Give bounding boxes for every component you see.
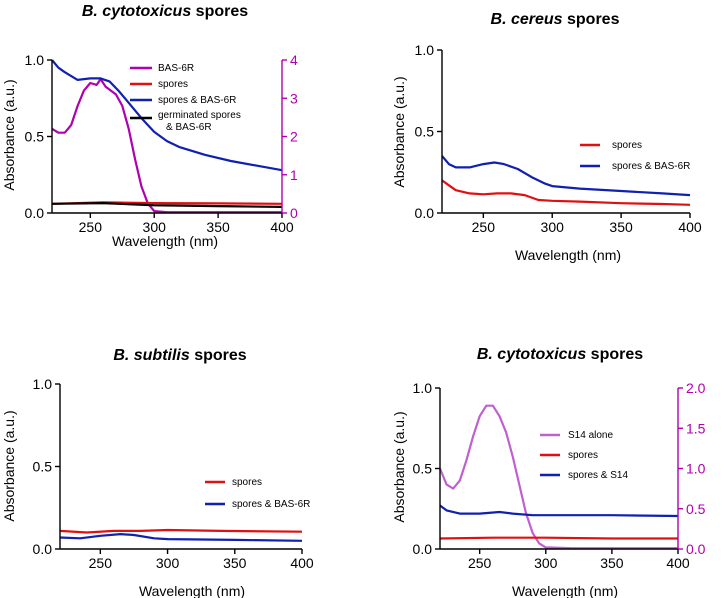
legend-label-spores-s14: spores & S14 — [568, 470, 628, 481]
panel-cereus: B. cereus spores 250 300 350 400 0.0 0.5 1.0 W… — [391, 11, 702, 263]
x-tick-label: 350 — [600, 555, 624, 571]
legend: BAS-6R spores spores & BAS-6R germinated… — [130, 63, 241, 133]
y-tick-label: 0.0 — [33, 541, 53, 557]
legend-label-germinated-1: germinated spores — [158, 110, 241, 121]
chart-title: B. cytotoxicus spores — [82, 3, 248, 20]
x-tick-label: 350 — [206, 219, 230, 235]
x-tick-label: 350 — [609, 219, 633, 235]
x-axis-label: Wavelength (nm) — [112, 233, 218, 249]
chart-title: B. subtilis spores — [113, 347, 246, 364]
y-right-tick-label: 2 — [290, 129, 298, 145]
legend-label-germinated-2: & BAS-6R — [166, 122, 212, 133]
series-line-0 — [438, 404, 678, 550]
y-right-tick-label: 3 — [290, 90, 298, 106]
x-tick-label: 300 — [143, 219, 167, 235]
x-axis-label: Wavelength (nm) — [512, 583, 618, 598]
x-tick-label: 400 — [270, 219, 294, 235]
y-right-tick-label: 0 — [290, 205, 298, 221]
y-right-tick-label: 1.5 — [686, 420, 706, 436]
chart-title: B. cytotoxicus spores — [477, 346, 643, 363]
y-axis-label: Absorbance (a.u.) — [391, 76, 407, 187]
panel-cytotoxicus-bas6r: B. cytotoxicus spores 250 300 350 400 0.0 0.5… — [1, 3, 298, 249]
panel-cytotoxicus-s14: B. cytotoxicus spores 250 300 350 4000.00.5… — [391, 346, 706, 598]
x-axis-label: Wavelength (nm) — [515, 247, 621, 263]
y-tick-label: 1.0 — [413, 380, 433, 396]
series-line-2 — [51, 59, 283, 172]
y-tick-label: 0.5 — [25, 129, 45, 145]
y-tick-label: 1.0 — [415, 42, 435, 58]
series-line-1 — [59, 532, 303, 542]
series-line-1 — [439, 536, 678, 540]
legend: spores spores & BAS-6R — [580, 140, 690, 172]
y-tick-label: 0.0 — [25, 205, 45, 221]
legend-label-spores: spores — [612, 140, 642, 151]
legend-label-spores: spores — [568, 450, 598, 461]
y-tick-label: 0.5 — [413, 461, 433, 477]
y-axis-label: Absorbance (a.u.) — [1, 410, 17, 521]
legend-label-bas6r: BAS-6R — [158, 63, 194, 74]
x-tick-label: 300 — [156, 555, 180, 571]
legend: S14 alone spores spores & S14 — [540, 430, 628, 481]
y-tick-label: 0.5 — [415, 124, 435, 140]
y-tick-label: 0.0 — [415, 205, 435, 221]
x-axis-label: Wavelength (nm) — [139, 583, 245, 598]
legend-label-spores-bas6r: spores & BAS-6R — [232, 499, 310, 510]
series-line-0 — [441, 179, 691, 206]
x-tick-label: 250 — [472, 219, 496, 235]
legend-label-spores: spores — [158, 79, 188, 90]
x-tick-label: 300 — [541, 219, 565, 235]
y-axis-label: Absorbance (a.u.) — [391, 411, 407, 522]
legend-label-spores-bas6r: spores & BAS-6R — [612, 161, 690, 172]
panel-subtilis: B. subtilis spores 250 300 350 400 0.0 0.5 1.0… — [1, 347, 314, 598]
x-tick-label: 300 — [534, 555, 558, 571]
y-right-tick-label: 0.5 — [686, 501, 706, 517]
y-right-tick-label: 4 — [290, 52, 298, 68]
y-tick-label: 0.0 — [413, 541, 433, 557]
x-tick-label: 250 — [79, 219, 103, 235]
y-tick-label: 1.0 — [25, 52, 45, 68]
x-tick-label: 250 — [468, 555, 492, 571]
legend: spores spores & BAS-6R — [205, 477, 310, 510]
legend-label-spores-bas6r: spores & BAS-6R — [158, 95, 236, 106]
series-line-1 — [441, 155, 691, 197]
series-line-3 — [51, 202, 283, 208]
y-tick-label: 0.5 — [33, 459, 53, 475]
x-tick-label: 350 — [223, 555, 247, 571]
y-right-tick-label: 2.0 — [686, 380, 706, 396]
y-right-tick-label: 1.0 — [686, 461, 706, 477]
x-tick-label: 400 — [290, 555, 314, 571]
legend-label-spores: spores — [232, 477, 262, 488]
series-line-2 — [439, 504, 679, 518]
y-tick-label: 1.0 — [33, 376, 53, 392]
x-tick-label: 400 — [678, 219, 702, 235]
y-right-tick-label: 0.0 — [686, 541, 706, 557]
legend-label-s14: S14 alone — [568, 430, 613, 441]
x-tick-label: 250 — [89, 555, 113, 571]
x-tick-label: 400 — [666, 555, 690, 571]
chart-title: B. cereus spores — [491, 11, 620, 28]
y-axis-label: Absorbance (a.u.) — [1, 79, 17, 190]
y-right-tick-label: 1 — [290, 167, 298, 183]
series-line-0 — [59, 528, 303, 534]
